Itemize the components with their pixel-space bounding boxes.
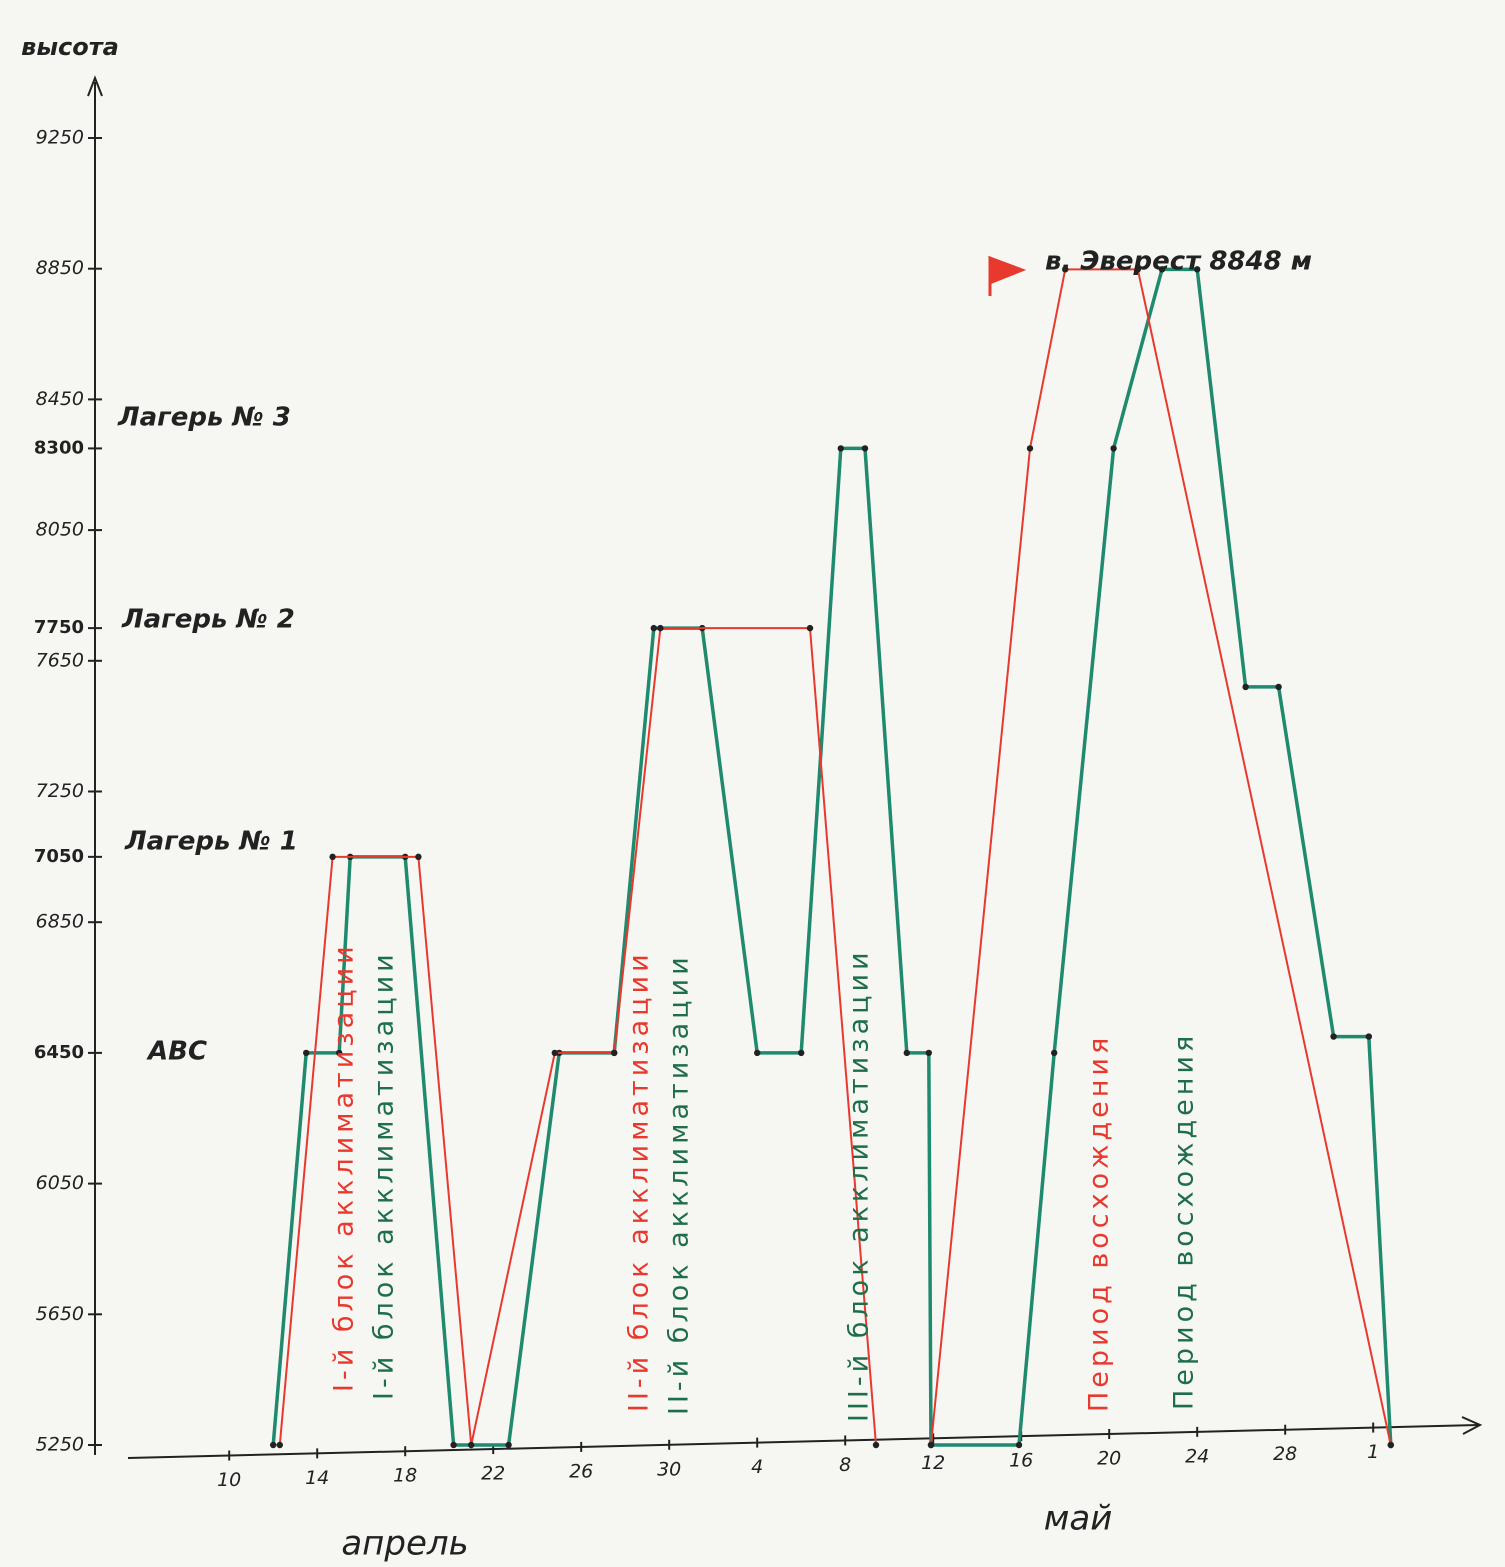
point: [303, 1049, 310, 1057]
y-tick-label: 6450: [34, 1042, 84, 1063]
x-tick-label: 24: [1185, 1445, 1209, 1467]
x-axis: [127, 1424, 1479, 1459]
point: [1026, 445, 1034, 452]
point: [1062, 266, 1069, 273]
point: [1158, 266, 1166, 273]
point: [1015, 1441, 1023, 1449]
point: [1051, 1049, 1058, 1057]
point: [650, 624, 657, 632]
annotation: Лагерь № 3: [117, 403, 291, 433]
annotation: в. Эверест 8848 м: [1045, 247, 1312, 277]
point: [806, 624, 814, 632]
y-tick-label: 6850: [36, 911, 84, 933]
point: [1365, 1033, 1373, 1040]
point: [1387, 1441, 1395, 1449]
x-tick-label: 26: [569, 1460, 593, 1482]
point: [754, 1049, 761, 1057]
point: [1134, 266, 1142, 273]
point: [336, 1049, 343, 1057]
x-tick-label: 14: [305, 1467, 329, 1489]
point: [927, 1441, 935, 1449]
point: [657, 624, 664, 632]
annotation: Лагерь № 2: [121, 605, 295, 635]
x-tick-label: 20: [1097, 1448, 1121, 1470]
y-axis-label: высота: [21, 33, 119, 61]
x-tick-label: 18: [393, 1465, 417, 1487]
annotation: апрель: [341, 1524, 468, 1564]
rotated-label: Период восхождения: [1169, 1032, 1200, 1410]
y-axis-arrow: [87, 75, 103, 97]
y-tick-label: 7250: [36, 780, 84, 802]
y-tick-label: 7050: [34, 846, 84, 867]
x-tick-label: 16: [1009, 1450, 1033, 1472]
rotated-label: II-й блок акклиматизации: [664, 953, 695, 1415]
series-line: [278, 268, 1392, 1446]
point: [276, 1441, 283, 1449]
point: [1110, 445, 1117, 452]
point: [903, 1049, 910, 1057]
summit-flag: [988, 255, 1027, 296]
annotation: Лагерь № 1: [124, 827, 298, 857]
y-tick-label: 8850: [36, 257, 84, 279]
y-tick-label: 5650: [36, 1303, 84, 1325]
y-tick-label: 8300: [34, 437, 84, 458]
point: [1330, 1033, 1337, 1040]
point: [1242, 683, 1249, 691]
x-tick-label: 4: [751, 1456, 763, 1478]
point: [270, 1441, 277, 1449]
x-tick-label: 30: [657, 1458, 681, 1480]
x-tick-label: 28: [1273, 1443, 1297, 1465]
x-tick-label: 12: [921, 1452, 945, 1474]
annotation: ABC: [146, 1037, 207, 1067]
x-tick-label: 1: [1367, 1441, 1379, 1463]
y-tick-label: 5250: [36, 1434, 84, 1456]
point: [611, 1049, 618, 1057]
annotation: май: [1044, 1499, 1113, 1539]
rotated-label: Период восхождения: [1084, 1034, 1115, 1412]
point: [1275, 683, 1282, 691]
y-tick-label: 6050: [36, 1172, 84, 1194]
point: [798, 1049, 805, 1057]
point: [551, 1049, 558, 1057]
rotated-label: II-й блок акклиматизации: [624, 950, 655, 1412]
point: [468, 1441, 475, 1449]
point: [505, 1441, 512, 1449]
x-axis-arrow: [1461, 1416, 1483, 1435]
point: [1194, 266, 1201, 273]
point: [861, 445, 869, 452]
y-tick-label: 7650: [36, 649, 84, 671]
x-tick-label: 10: [217, 1469, 241, 1491]
rotated-label: I-й блок акклиматизации: [329, 942, 360, 1392]
point: [925, 1049, 932, 1057]
series-line: [271, 267, 1393, 1447]
x-tick-label: 8: [839, 1454, 851, 1476]
point: [837, 445, 844, 452]
x-tick-label: 22: [481, 1463, 505, 1485]
rotated-label: III-й блок акклиматизации: [844, 948, 875, 1422]
point: [450, 1441, 457, 1449]
point: [329, 853, 336, 861]
y-tick-label: 9250: [36, 127, 84, 149]
rotated-label: I-й блок акклиматизации: [369, 950, 400, 1400]
y-tick-label: 7750: [34, 617, 84, 638]
y-tick-label: 8450: [36, 388, 84, 410]
y-tick-label: 8050: [36, 519, 84, 541]
point: [872, 1441, 880, 1449]
point: [415, 853, 422, 861]
